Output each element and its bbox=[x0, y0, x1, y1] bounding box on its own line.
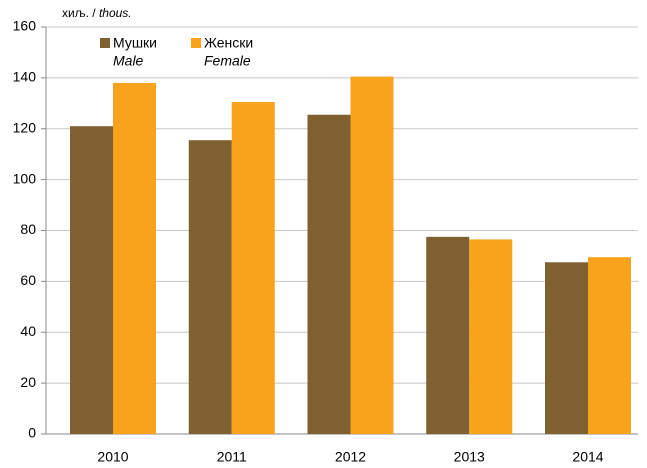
bar bbox=[231, 102, 275, 435]
unit-local: хиљ. / bbox=[62, 6, 96, 20]
y-tick-label: 20 bbox=[20, 374, 36, 390]
legend-label-en: Female bbox=[204, 53, 251, 69]
bar bbox=[545, 262, 588, 434]
legend-swatch bbox=[191, 38, 201, 48]
bar bbox=[113, 82, 156, 435]
legend-swatch bbox=[100, 38, 110, 48]
x-tick-label: 2011 bbox=[217, 449, 247, 465]
y-tick-label: 0 bbox=[28, 425, 36, 441]
bar bbox=[426, 236, 470, 434]
bar bbox=[70, 126, 113, 435]
bar bbox=[307, 114, 351, 435]
y-tick-label: 80 bbox=[20, 221, 36, 237]
x-tick-label: 2010 bbox=[97, 449, 128, 465]
y-tick-label: 140 bbox=[13, 69, 37, 85]
bar bbox=[188, 140, 232, 434]
bar bbox=[350, 76, 394, 435]
y-tick-label: 100 bbox=[13, 170, 37, 186]
legend-label: Женски bbox=[204, 35, 253, 51]
x-tick-label: 2014 bbox=[572, 449, 603, 465]
y-tick-label: 120 bbox=[13, 119, 37, 135]
x-tick-label: 2012 bbox=[335, 449, 366, 465]
y-tick-label: 40 bbox=[20, 323, 36, 339]
legend-label: Мушки bbox=[113, 35, 157, 51]
bar bbox=[588, 257, 631, 434]
y-unit-label: хиљ. / thous. bbox=[62, 6, 132, 20]
bar bbox=[469, 239, 513, 434]
y-tick-label: 160 bbox=[13, 18, 37, 34]
legend-label-en: Male bbox=[113, 53, 144, 69]
y-tick-label: 60 bbox=[20, 272, 36, 288]
unit-en: thous. bbox=[99, 6, 132, 20]
x-tick-label: 2013 bbox=[454, 449, 485, 465]
